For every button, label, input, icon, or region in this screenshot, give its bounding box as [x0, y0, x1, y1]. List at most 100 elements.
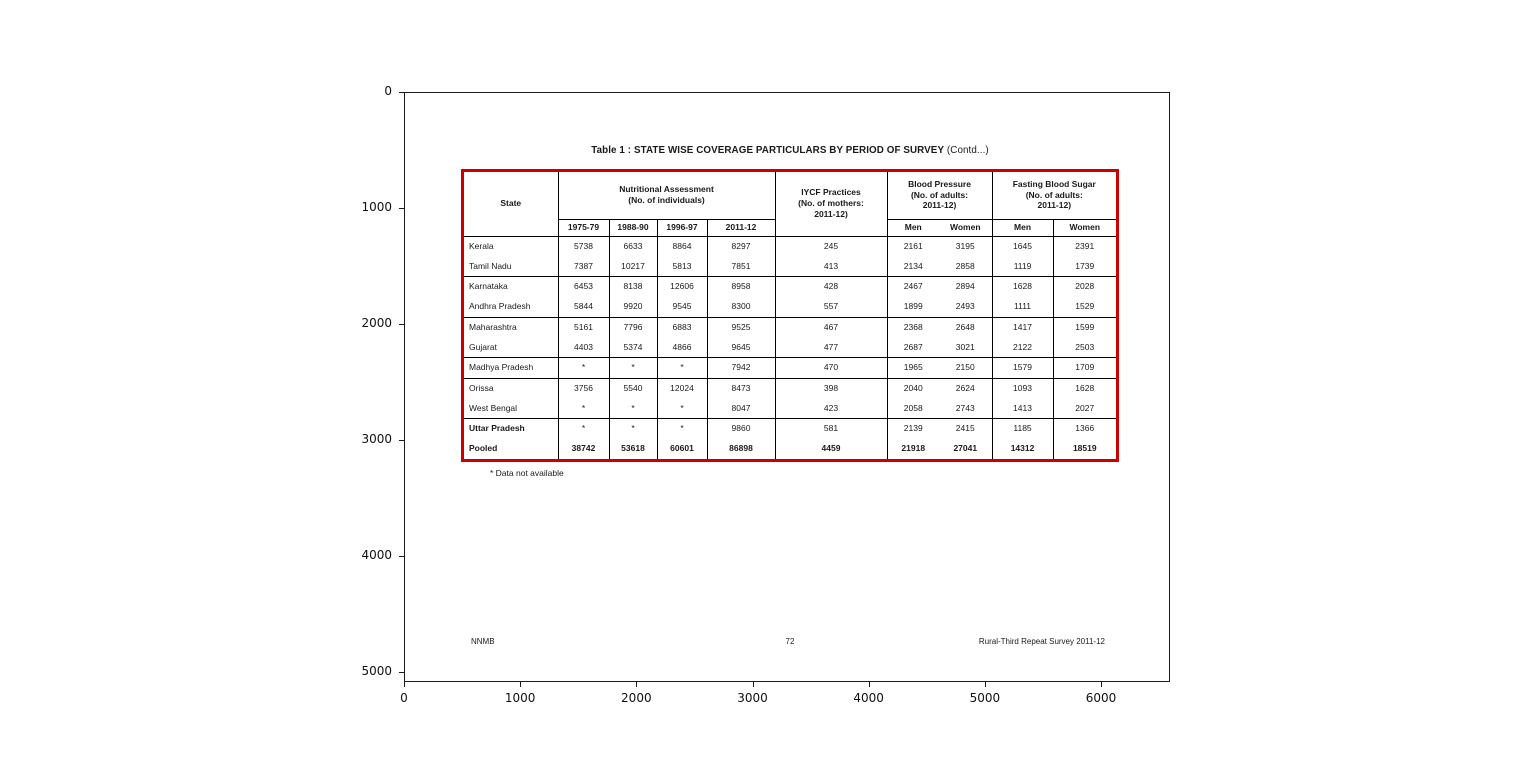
x-tick-label: 2000 — [621, 691, 652, 705]
cell-value: 21918 — [901, 443, 926, 454]
cell-value: 38742 — [558, 438, 610, 460]
cell-value: 5813 — [657, 256, 708, 278]
y-tick-label: 0 — [384, 84, 392, 98]
cell-value: 1111 — [992, 296, 1054, 318]
header-fbs-women: Women — [1053, 219, 1117, 237]
cell-value: 8958 — [707, 276, 776, 297]
cell-value: 1739 — [1053, 256, 1117, 278]
table-title-main: Table 1 : STATE WISE COVERAGE PARTICULAR… — [591, 145, 945, 156]
cell-value: 2894 — [939, 276, 993, 297]
cell-value: 6633 — [609, 236, 658, 257]
cell-value: 7796 — [609, 317, 658, 338]
x-tick-mark — [404, 682, 405, 687]
table-header: State Nutritional Assessment (No. of ind… — [464, 172, 1117, 237]
cell-value: 8138 — [609, 276, 658, 297]
cell-value: 1417 — [992, 317, 1054, 338]
cell-value: 8297 — [707, 236, 776, 257]
cell-state: Madhya Pradesh — [464, 357, 559, 379]
x-tick-label: 4000 — [853, 691, 884, 705]
cell-value: 27041 — [939, 438, 993, 460]
x-tick-label: 1000 — [504, 691, 536, 705]
cell-value: * — [609, 418, 658, 439]
cell-value: 1628 — [992, 276, 1054, 297]
table-title-suffix: (Contd...) — [944, 145, 989, 156]
cell-value: 14312 — [992, 438, 1054, 460]
table-row: Uttar Pradesh * * * 9860 581 2139 2415 1185 1366 — [464, 418, 1116, 439]
cell-state: Karnataka — [464, 276, 559, 297]
cell-value: 6883 — [657, 317, 708, 338]
cell-value: 3021 — [939, 337, 993, 359]
y-tick-mark — [399, 208, 404, 209]
header-year-1975-79: 1975-79 — [558, 219, 610, 237]
cell-value: 245 — [775, 236, 888, 257]
cell-value: * — [558, 418, 610, 439]
cell-value: 2122 — [992, 337, 1054, 359]
cell-state: Kerala — [464, 236, 559, 257]
header-fbs-men: Men — [992, 219, 1054, 237]
cell-value: 1899 — [887, 296, 939, 318]
cell-value: 557 — [775, 296, 888, 318]
cell-value: * — [609, 357, 658, 379]
cell-value: 1366 — [1075, 423, 1095, 434]
header-fasting-blood-sugar: Fasting Blood Sugar (No. of adults: 2011… — [992, 172, 1117, 220]
cell-value: 1119 — [992, 256, 1054, 278]
header-year-1988-90: 1988-90 — [609, 219, 658, 237]
table-row: Karnataka 6453 8138 12606 8958 428 2467 2894 162… — [464, 276, 1116, 297]
x-tick-label: 6000 — [1085, 691, 1117, 705]
cell-value: 1628 — [1075, 382, 1095, 393]
cell-value: 581 — [775, 418, 888, 439]
cell-value: 467 — [775, 317, 888, 338]
header-nutritional-assessment: Nutritional Assessment (No. of individua… — [558, 172, 776, 220]
y-tick-label: 4000 — [361, 548, 392, 562]
y-tick-mark — [399, 440, 404, 441]
cell-value: 413 — [775, 256, 888, 278]
table-row: Andhra Pradesh 5844 9920 9545 8300 557 1899 249… — [464, 296, 1117, 318]
cell-value: 2161 — [903, 240, 923, 251]
header-iycf: IYCF Practices (No. of mothers: 2011-12) — [775, 172, 888, 237]
y-tick-label: 5000 — [361, 664, 392, 678]
cell-value: 3195 — [939, 236, 993, 257]
table-row: West Bengal * * * 8047 423 2058 2743 1413 2027 — [464, 398, 1117, 420]
cell-value: 8864 — [657, 236, 708, 257]
footer-page-number: 72 — [785, 637, 795, 646]
cell-state: West Bengal — [464, 398, 559, 420]
cell-value: 5374 — [609, 337, 658, 359]
cell-value: 1579 — [992, 357, 1054, 379]
cell-value: 5844 — [558, 296, 610, 318]
x-tick-label: 0 — [400, 691, 408, 705]
cell-value: 2467 — [903, 281, 923, 292]
table-row: Tamil Nadu 7387 10217 5813 7851 413 2134 2858 11… — [464, 256, 1117, 278]
cell-value: 2391 — [1075, 240, 1095, 251]
cell-value: 9545 — [657, 296, 708, 318]
x-tick-mark — [752, 682, 754, 687]
cell-value: 2134 — [887, 256, 939, 278]
header-year-1996-97: 1996-97 — [657, 219, 708, 237]
table-row: Gujarat 4403 5374 4866 9645 477 2687 3021 2122 25… — [464, 337, 1117, 359]
cell-value: 4403 — [558, 337, 610, 359]
coverage-table-border: State Nutritional Assessment (No. of ind… — [461, 169, 1119, 463]
cell-value: 2139 — [903, 423, 923, 434]
cell-value: 60601 — [657, 438, 708, 460]
x-tick-mark — [868, 682, 870, 687]
header-state: State — [464, 172, 559, 237]
cell-value: 7851 — [707, 256, 776, 278]
cell-value: 2743 — [939, 398, 993, 420]
cell-state: Pooled — [464, 438, 559, 460]
cell-value: 2368 — [903, 321, 923, 332]
cell-value: 2058 — [887, 398, 939, 420]
cell-value: 1093 — [992, 378, 1054, 399]
x-tick-mark — [520, 682, 522, 687]
cell-value: 9525 — [707, 317, 776, 338]
cell-value: 2858 — [939, 256, 993, 278]
page-footer: NNMB 72 Rural-Third Repeat Survey 2011-1… — [461, 637, 1119, 649]
y-tick-label: 2000 — [361, 316, 392, 330]
cell-state: Andhra Pradesh — [464, 296, 559, 318]
cell-value: 2624 — [939, 378, 993, 399]
cell-value: 9645 — [707, 337, 776, 359]
cell-value: 4459 — [775, 438, 888, 460]
cell-value: 2027 — [1053, 398, 1117, 420]
cell-value: 2040 — [903, 382, 923, 393]
cell-value: 1965 — [887, 357, 939, 379]
footer-right: Rural-Third Repeat Survey 2011-12 — [978, 637, 1105, 646]
